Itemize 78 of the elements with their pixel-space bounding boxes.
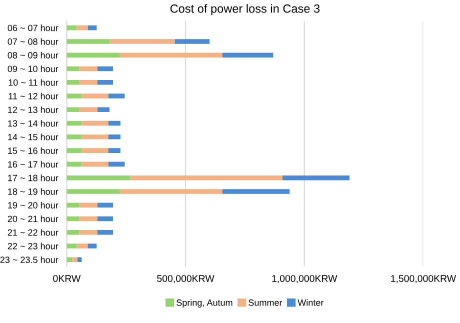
bar — [282, 175, 350, 180]
bar — [66, 80, 80, 85]
bar — [66, 162, 82, 167]
chart-title: Cost of power loss in Case 3 — [170, 4, 320, 16]
bar — [66, 216, 80, 222]
bar — [174, 39, 210, 44]
bar — [66, 189, 120, 194]
y-tick-label: 09 ~ 10 hour — [8, 65, 58, 72]
bar — [72, 257, 78, 262]
bar — [66, 202, 80, 208]
bar — [66, 94, 82, 98]
bar — [79, 202, 98, 208]
bar — [66, 52, 120, 58]
bar — [66, 244, 77, 248]
y-tick-label: 08 ~ 09 hour — [8, 52, 58, 58]
legend-label: Summer — [248, 299, 282, 306]
bar — [88, 25, 97, 30]
y-tick-label: 21 ~ 22 hour — [8, 229, 58, 236]
bar — [109, 39, 175, 44]
bar — [66, 175, 130, 180]
bar — [79, 230, 98, 235]
bar — [108, 120, 120, 126]
bar — [76, 244, 88, 248]
y-tick-label: 19 ~ 20 hour — [8, 202, 58, 208]
bar — [97, 66, 114, 72]
bar — [222, 189, 290, 194]
bar — [222, 52, 274, 58]
y-tick-label: 10 ~ 11 hour — [8, 79, 58, 86]
bar — [97, 216, 114, 222]
bar — [108, 94, 125, 98]
bar — [108, 162, 125, 167]
legend-label: Winter — [298, 299, 324, 306]
x-tick-label: 0KRW — [53, 275, 81, 282]
bar — [120, 189, 222, 194]
bar — [120, 52, 222, 58]
bar — [66, 39, 110, 44]
y-tick-label: 14 ~ 15 hour — [8, 134, 58, 140]
y-tick-label: 16 ~ 17 hour — [8, 160, 58, 168]
bar — [81, 148, 108, 153]
bar — [81, 162, 108, 167]
bar — [97, 202, 114, 208]
bar — [66, 134, 82, 140]
bar — [108, 134, 120, 140]
bar — [97, 107, 110, 112]
bar — [66, 107, 80, 112]
y-tick-label: 07 ~ 08 hour — [8, 38, 58, 45]
x-tick-label: 500,000KRW — [157, 275, 214, 284]
x-tick-label: 1,500,000KRW — [391, 275, 456, 284]
bar — [66, 148, 82, 153]
legend-label: Spring, Autum — [176, 299, 232, 308]
y-tick-label: 06 ~ 07 hour — [8, 24, 58, 32]
bar — [97, 230, 114, 235]
bar — [79, 216, 98, 222]
bar — [81, 120, 108, 126]
bar — [81, 94, 108, 98]
bar — [79, 66, 98, 72]
bar — [88, 244, 97, 248]
y-tick-label: 18 ~ 19 hour — [8, 188, 58, 195]
bar — [97, 80, 114, 85]
bar — [130, 175, 282, 180]
y-tick-label: 23 ~ 23.5 hour — [0, 256, 58, 264]
bar — [79, 80, 98, 85]
bar — [108, 148, 120, 153]
x-tick-label: 1,000,000KRW — [272, 275, 338, 284]
y-tick-label: 11 ~ 12 hour — [8, 92, 58, 100]
y-tick-label: 13 ~ 14 hour — [8, 120, 58, 127]
bar — [66, 230, 80, 235]
bar — [76, 25, 88, 30]
y-tick-label: 15 ~ 16 hour — [8, 147, 58, 154]
y-tick-label: 22 ~ 23 hour — [8, 242, 58, 250]
bar — [66, 25, 77, 30]
y-tick-label: 20 ~ 21 hour — [8, 215, 58, 222]
bar — [66, 66, 80, 72]
bar — [66, 120, 82, 126]
y-tick-label: 12 ~ 13 hour — [8, 106, 58, 113]
bar — [79, 107, 98, 112]
bar — [81, 134, 108, 140]
y-tick-label: 17 ~ 18 hour — [8, 174, 58, 182]
